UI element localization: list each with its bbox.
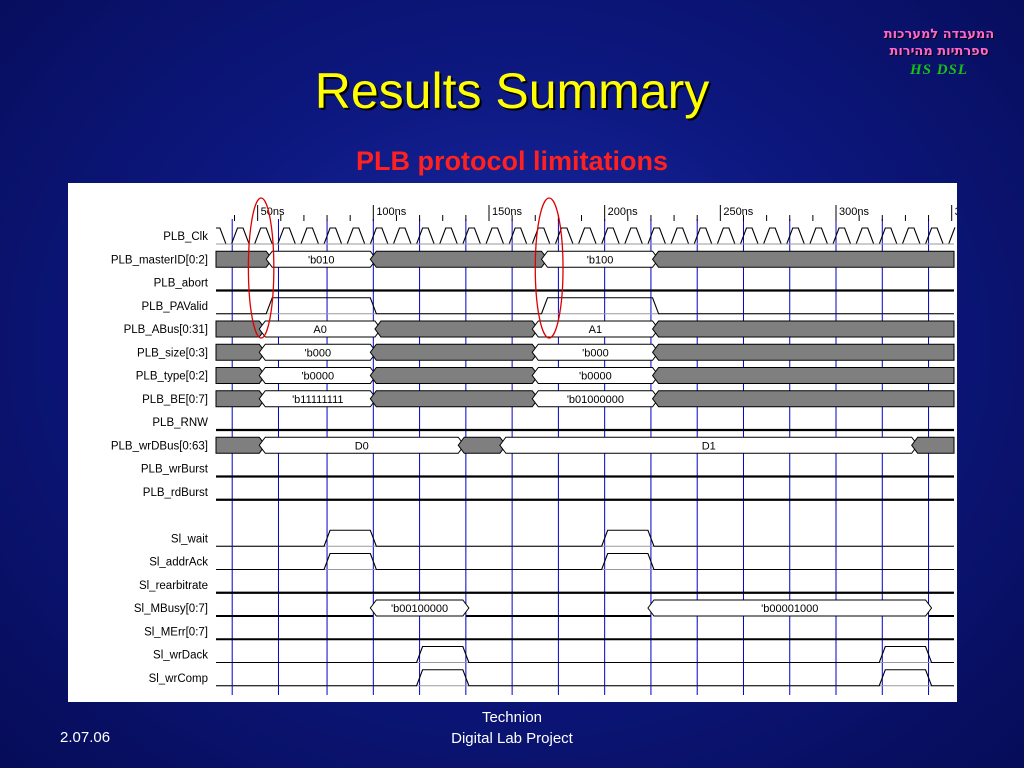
bus-value-label: 'b00001000 [761, 603, 818, 615]
timescale-label: 300ns [839, 206, 869, 218]
signal-name-label: PLB_type[0:2] [136, 371, 208, 383]
bus-undefined-segment [369, 390, 539, 408]
footer-org-line-2: Digital Lab Project [451, 730, 573, 747]
signal-name-label: Sl_rearbitrate [139, 580, 208, 592]
clock-waveform [216, 227, 956, 245]
signal-name-label: PLB_Clk [163, 231, 208, 243]
timescale-label: 100ns [376, 206, 406, 218]
timescale-label: 250ns [723, 206, 753, 218]
logo-hebrew-line-1: המעבדה למערכות [883, 27, 995, 42]
signal-name-label: PLB_masterID[0:2] [111, 254, 208, 266]
bus-undefined-segment [215, 367, 266, 384]
slide-subtitle: PLB protocol limitations [355, 146, 668, 176]
signal-name-label: Sl_wait [171, 533, 209, 545]
bus-undefined-segment [369, 250, 549, 268]
signal-name-label: Sl_addrAck [149, 557, 208, 569]
footer-org-line-1: Technion [481, 709, 543, 726]
bus-value-label: 'b0000 [579, 371, 612, 383]
slide-title: Results Summary [314, 63, 710, 119]
bus-value-label: 'b010 [308, 254, 335, 266]
bus-undefined-segment [215, 390, 266, 408]
bus-value-label: 'b0000 [301, 371, 334, 383]
bus-undefined-segment [369, 367, 539, 384]
bus-undefined-segment [651, 250, 955, 268]
waveform-diagram: 50ns 100ns 150ns 200ns 250ns 300ns 350n PLB_Clk… [68, 183, 957, 702]
logo-lab-name: HS DSL [909, 62, 969, 78]
bus-value-label: 'b11111111 [292, 394, 343, 406]
bus-value-label: 'b100 [587, 254, 614, 266]
signal-name-label: PLB_ABus[0:31] [124, 324, 208, 336]
bus-undefined-segment [215, 343, 266, 361]
signal-name-label: PLB_BE[0:7] [142, 394, 208, 406]
timescale-label: 350n [955, 206, 957, 218]
signal-name-label: PLB_wrDBus[0:63] [111, 440, 208, 452]
footer-date: 2.07.06 [60, 729, 111, 746]
signal-name-label: PLB_PAValid [142, 301, 208, 313]
signal-name-label: PLB_rdBurst [143, 487, 209, 499]
bus-value-label: 'b000 [305, 347, 332, 359]
highlight-ellipse [247, 197, 275, 339]
signal-name-label: PLB_wrBurst [141, 464, 209, 476]
bit-waveform [216, 529, 954, 547]
timescale-label: 50ns [261, 206, 285, 218]
highlight-ellipse [534, 197, 564, 339]
bit-waveform [216, 645, 954, 664]
bit-waveform [216, 297, 954, 315]
signal-name-label: Sl_MBusy[0:7] [134, 603, 208, 615]
bus-value-label: 'b00100000 [391, 603, 448, 615]
bus-value-label: D0 [355, 440, 369, 452]
lab-logo: המעבדה למערכות ספרתיות מהירות HS DSL [864, 26, 1014, 79]
signal-name-label: Sl_MErr[0:7] [144, 626, 208, 638]
bus-undefined-segment [457, 436, 507, 454]
bus-undefined-segment [911, 436, 955, 454]
bus-undefined-segment [215, 250, 273, 268]
bus-value-label: 'b01000000 [567, 394, 624, 406]
bus-undefined-segment [651, 367, 955, 384]
signal-name-label: PLB_abort [154, 278, 209, 290]
bus-undefined-segment [369, 343, 539, 361]
bus-value-segment [369, 599, 470, 617]
bus-undefined-segment [651, 390, 955, 408]
bus-value-label: A1 [589, 324, 602, 336]
bit-waveform [216, 669, 954, 687]
timescale-label: 150ns [492, 206, 522, 218]
timescale-label: 200ns [608, 206, 638, 218]
signal-name-label: PLB_RNW [152, 417, 208, 429]
bit-waveform [216, 552, 954, 571]
signal-name-label: PLB_size[0:3] [137, 347, 208, 359]
bus-value-label: 'b000 [582, 347, 609, 359]
bus-value-label: D1 [702, 440, 716, 452]
bus-value-label: A0 [313, 324, 326, 336]
bus-undefined-segment [651, 343, 955, 361]
bus-undefined-segment [374, 320, 539, 338]
bus-undefined-segment [215, 436, 266, 454]
footer-organization: Technion Digital Lab Project [412, 707, 612, 749]
logo-hebrew-line-2: ספרתיות מהירות [889, 44, 989, 59]
signal-name-label: Sl_wrComp [149, 673, 208, 685]
bus-undefined-segment [215, 320, 266, 338]
bus-value-segment [647, 599, 933, 617]
bus-undefined-segment [651, 320, 955, 338]
signal-name-label: Sl_wrDack [153, 650, 208, 662]
